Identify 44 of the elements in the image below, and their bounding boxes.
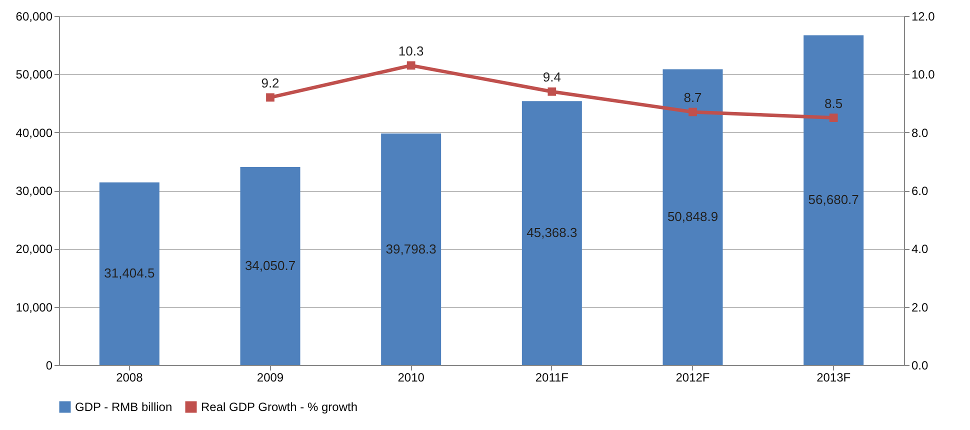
data-label: 34,050.7 [244,258,296,273]
y-tick-label: 20,000 [16,242,53,256]
bar [381,134,442,365]
data-label: 10.3 [398,43,424,58]
point [406,61,416,70]
bar [240,166,300,365]
x-tick-label: 2009 [256,370,284,384]
point [829,114,838,122]
data-label: 8.7 [684,90,702,105]
data-label: 9.2 [261,75,280,90]
x-tick-label: 2012F [676,370,710,384]
point [688,108,697,116]
y2-tick-label: 4.0 [912,242,929,256]
bar [662,69,723,365]
y2-tick-label: 2.0 [912,300,929,314]
x-tick-label: 2011F [535,370,568,384]
data-label: 50,848.9 [667,209,718,224]
y2-tick-label: 8.0 [912,126,929,140]
y-tick-label: 10,000 [16,300,53,314]
y2-tick-label: 0.0 [912,358,929,372]
legend-label: Real GDP Growth - % growth [201,400,358,414]
data-label: 56,680.7 [808,192,859,208]
y-tick-label: 40,000 [16,126,53,140]
bar [804,35,864,365]
y2-tick-label: 10.0 [912,68,936,82]
bar [522,101,582,365]
y-tick-label: 30,000 [16,184,53,198]
bar [99,182,160,365]
legend-label: GDP - RMB billion [75,400,172,414]
y2-tick-label: 6.0 [912,184,929,198]
x-tick-label: 2008 [116,370,144,384]
data-label: 8.5 [824,96,843,111]
data-label: 31,404.5 [104,266,155,281]
y-tick-label: 0 [46,358,53,372]
y2-tick-label: 12.0 [912,10,936,24]
point [266,93,274,102]
point [548,87,556,96]
data-label: 45,368.3 [526,225,578,240]
y-tick-label: 60,000 [16,10,53,24]
x-tick-label: 2013F [816,370,851,384]
data-label: 39,798.3 [386,241,436,256]
x-tick-label: 2010 [398,370,425,384]
y-tick-label: 50,000 [16,68,53,82]
data-label: 9.4 [542,70,561,85]
